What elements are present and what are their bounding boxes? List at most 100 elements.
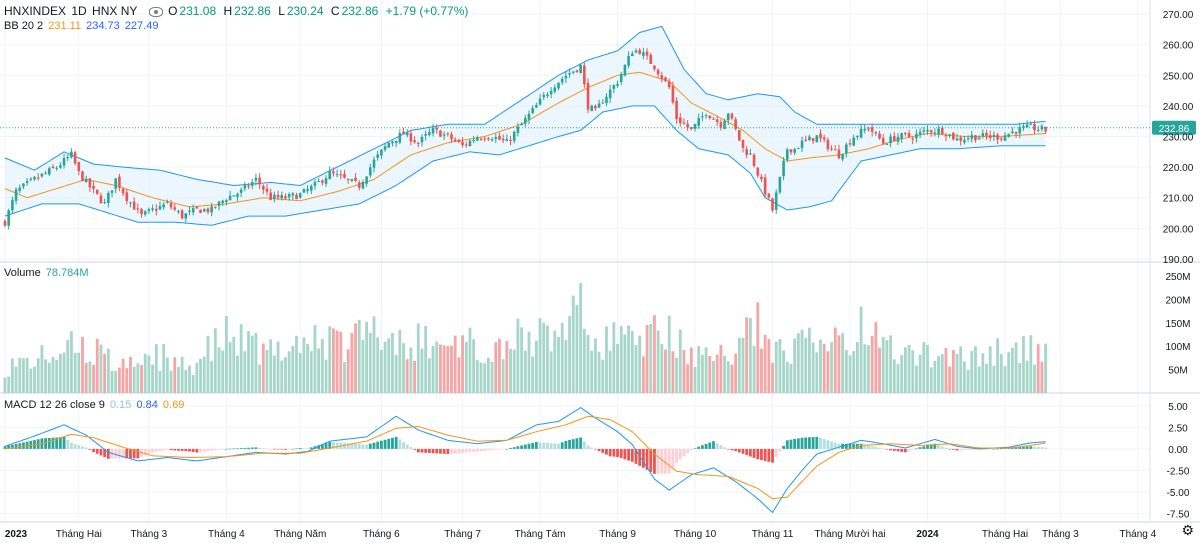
candle-body [767, 193, 771, 198]
volume-bar [844, 350, 848, 393]
volume-bar [14, 366, 18, 393]
volume-bar [881, 336, 885, 393]
macd-hist-bar [933, 443, 937, 449]
candle-body [44, 172, 47, 174]
volume-bar [926, 344, 929, 393]
volume-bar [132, 366, 136, 393]
candle [789, 149, 793, 155]
candle-body [719, 122, 723, 128]
candle-body [468, 140, 472, 147]
candle-body [605, 96, 608, 103]
candle-body [549, 90, 553, 95]
candle-body [594, 105, 597, 109]
volume-bar [974, 346, 977, 393]
macd-hist-bar [343, 443, 346, 449]
volume-bar [933, 360, 937, 393]
candle [494, 133, 498, 143]
candle-body [730, 113, 734, 119]
candle [904, 132, 907, 137]
candle-body [568, 73, 571, 75]
volume-bar [756, 302, 760, 393]
candle-body [158, 205, 162, 210]
macd-hist-bar [833, 442, 837, 449]
candle [33, 176, 36, 181]
volume-bar [103, 353, 107, 393]
volume-bar [295, 335, 298, 393]
candle-body [202, 209, 206, 212]
gear-icon[interactable]: ⚙ [1181, 522, 1194, 538]
volume-bar [822, 343, 826, 393]
macd-hist-bar [796, 438, 800, 449]
candle-body [649, 54, 653, 64]
eye-icon[interactable] [148, 6, 163, 17]
macd-hist-bar [549, 443, 553, 449]
volume-bar [811, 342, 815, 393]
macd-legend[interactable]: MACD 12 26 close 9 0.15 0.84 0.69 [4, 399, 186, 411]
symbol-name[interactable]: HNXINDEX [4, 4, 67, 18]
volume-legend[interactable]: Volume 78.784M [4, 267, 91, 279]
volume-bar [379, 349, 383, 393]
candle [25, 178, 29, 186]
candle-body [383, 146, 387, 150]
candle-body [140, 208, 143, 215]
candle [531, 105, 534, 115]
candle [420, 134, 424, 147]
macd-hist-bar [974, 448, 977, 450]
candle-body [952, 132, 955, 140]
candle [217, 200, 221, 211]
candle [343, 169, 346, 179]
time-tick-label: Tháng 4 [208, 529, 245, 540]
macd-hist-bar [926, 445, 929, 449]
candle [955, 133, 959, 142]
volume-bar [907, 344, 911, 393]
candle [704, 113, 708, 119]
candle-body [328, 170, 332, 180]
candle-body [291, 193, 295, 196]
candle [771, 197, 774, 213]
candle [295, 192, 298, 200]
volume-bar [40, 345, 44, 393]
candle-body [1003, 135, 1007, 141]
candle [660, 71, 664, 83]
volume-bar [634, 345, 638, 393]
candle [498, 132, 501, 141]
macd-hist-bar [217, 448, 221, 450]
candle-body [815, 135, 819, 143]
volume-bar [1018, 363, 1022, 393]
bb-legend[interactable]: BB 20 2 231.11 234.73 227.49 [4, 20, 160, 32]
volume-bar [778, 338, 782, 393]
macd-hist-bar [169, 448, 173, 451]
candle-body [981, 133, 985, 137]
time-tick-label: Tháng 3 [1042, 529, 1079, 540]
candle-body [369, 167, 372, 176]
volume-bar [848, 355, 852, 393]
candle-body [206, 208, 210, 213]
macd-hist-bar [10, 444, 14, 449]
candle-body [963, 139, 966, 143]
candle [959, 135, 963, 146]
candle [66, 154, 70, 162]
macd-hist-bar [276, 448, 280, 450]
macd-hist-bar [752, 448, 756, 458]
candle [579, 63, 582, 74]
last-price-text: 232.86 [1159, 124, 1190, 135]
candle-body [147, 209, 151, 212]
volume-bar [712, 360, 715, 393]
candle-body [693, 123, 697, 129]
candle-body [723, 120, 726, 129]
candle-body [118, 176, 121, 188]
volume-bar [878, 347, 881, 393]
candle-body [262, 185, 265, 190]
interval-label[interactable]: 1D [71, 4, 87, 18]
macd-hist-bar [191, 448, 195, 452]
volume-bar [92, 364, 95, 393]
macd-hist-bar [859, 443, 863, 449]
volume-bar [343, 362, 346, 393]
macd-hist-bar [136, 448, 140, 459]
volume-bar [996, 338, 1000, 393]
candle [413, 136, 416, 144]
macd-hist-bar [210, 448, 214, 451]
macd-hist-bar [188, 448, 191, 452]
volume-bar [627, 325, 631, 393]
